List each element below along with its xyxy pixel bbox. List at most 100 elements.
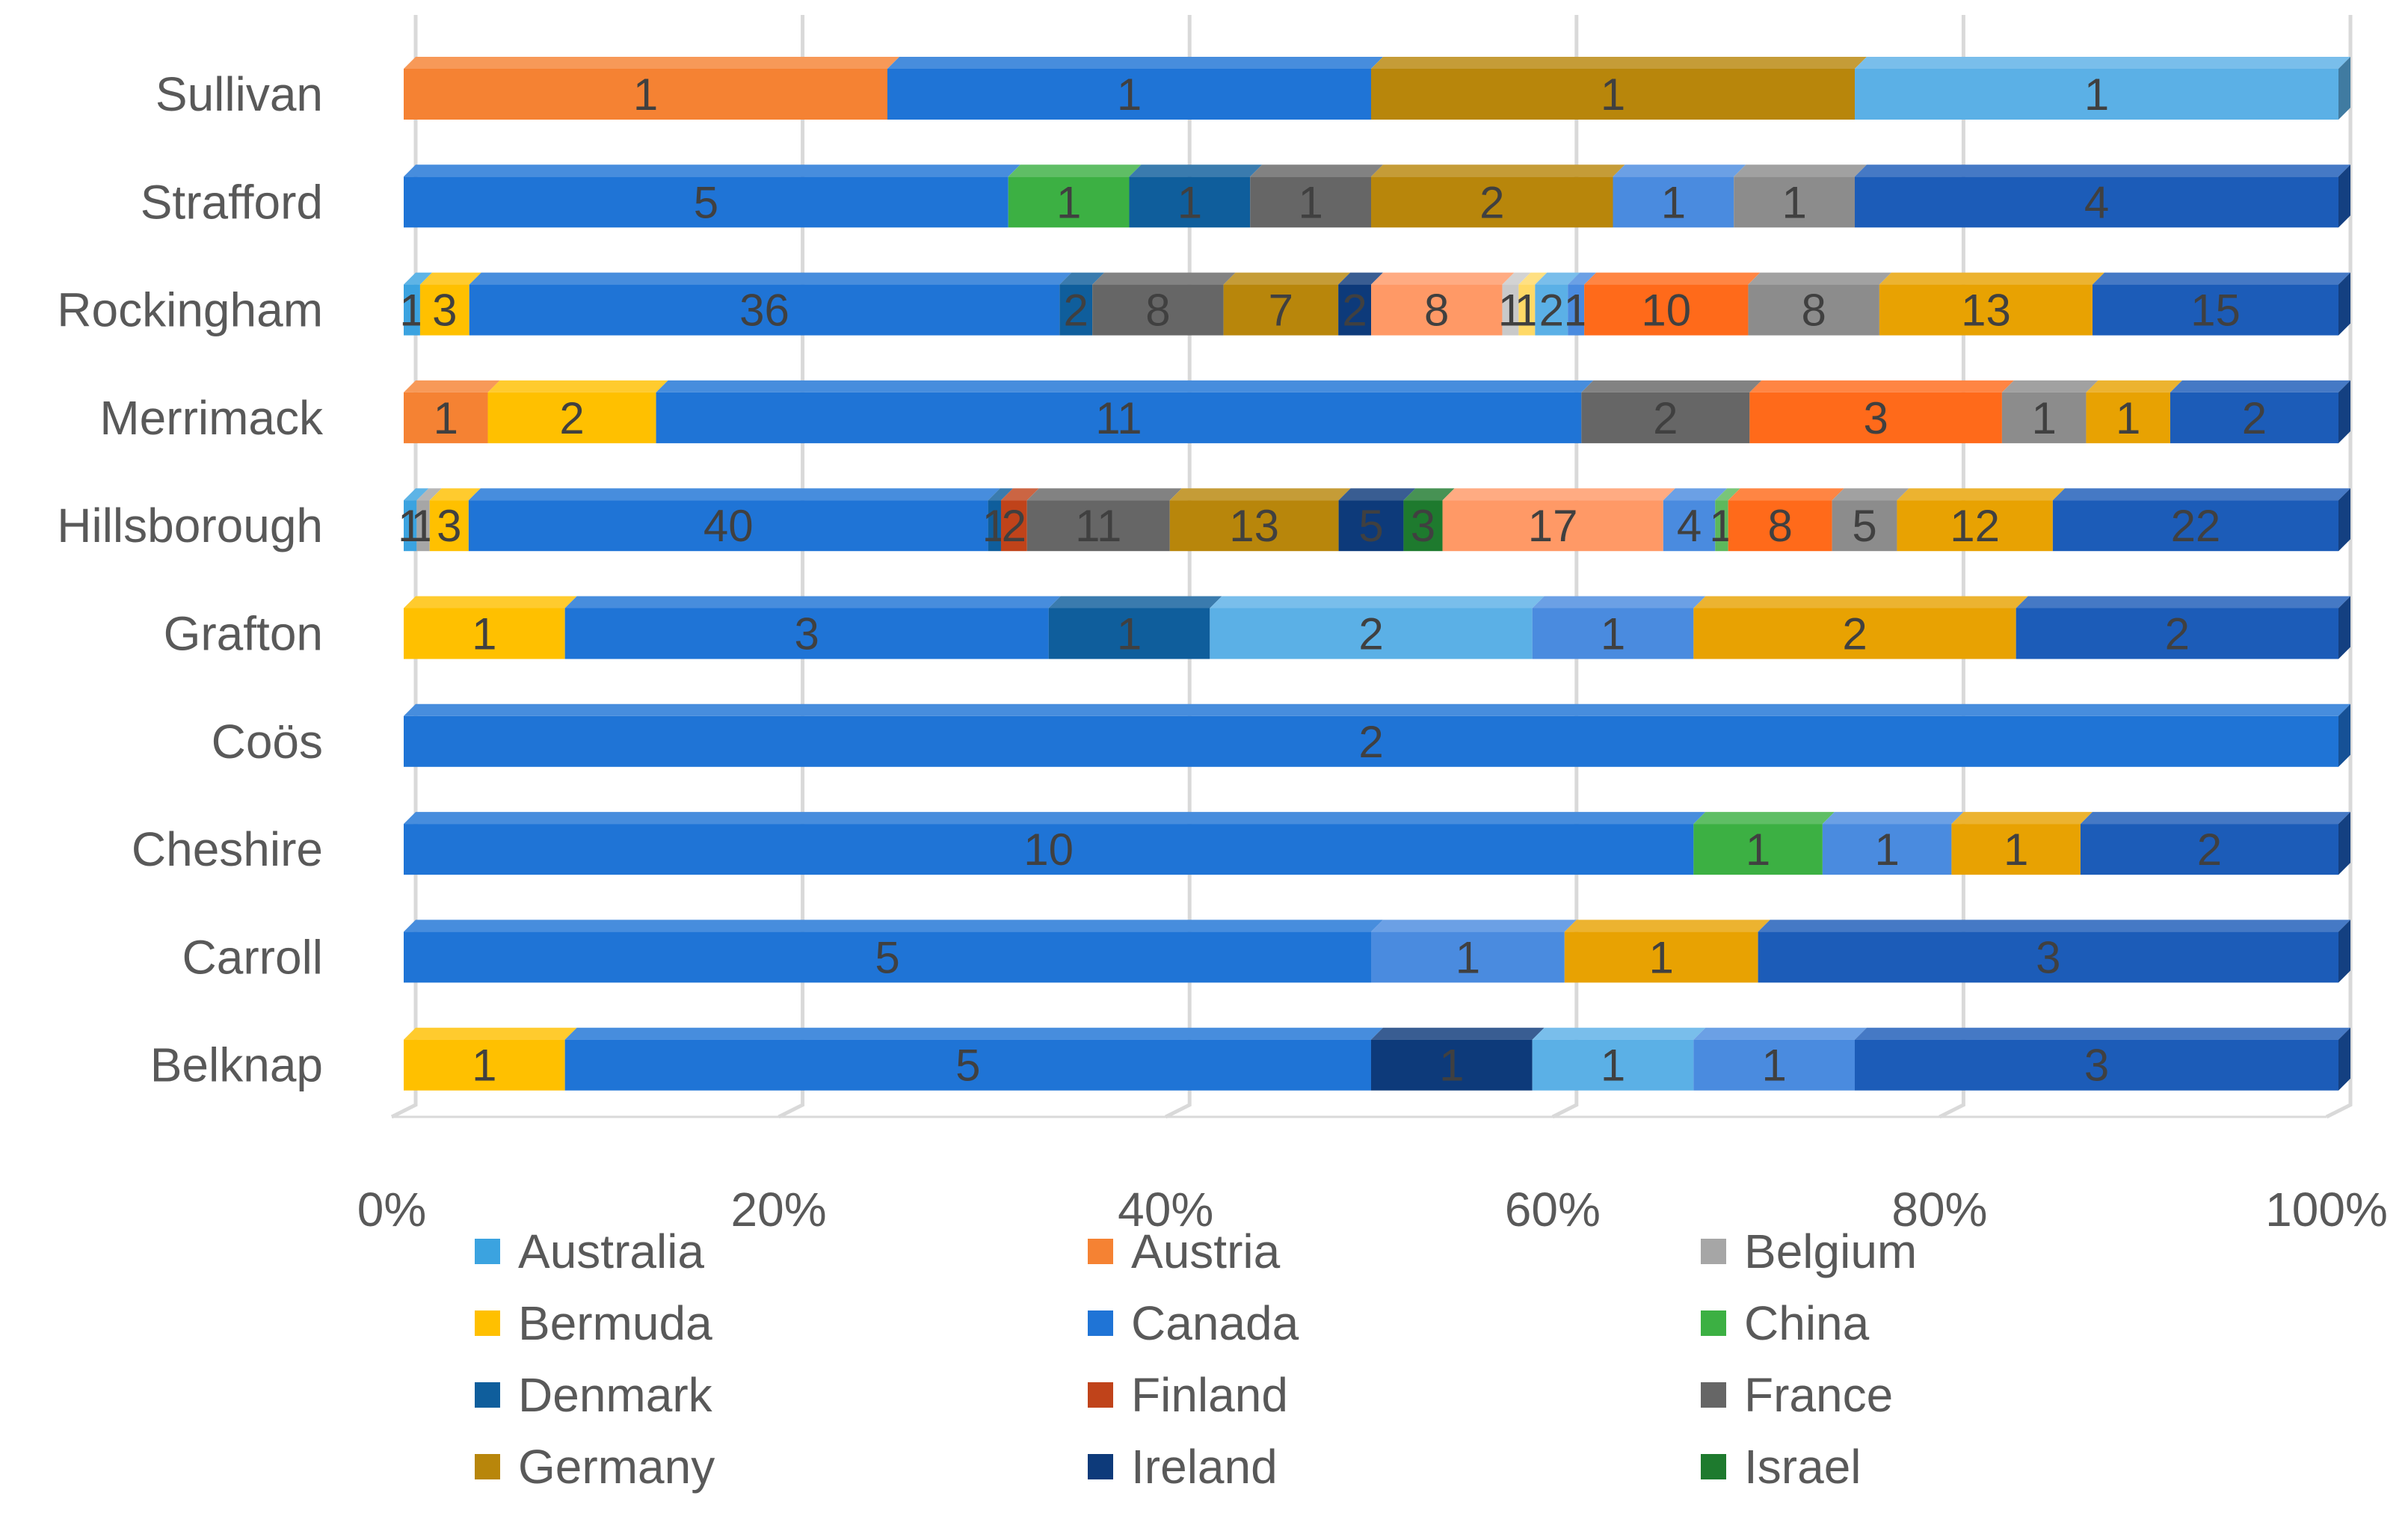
bar-front-face (2001, 392, 2087, 443)
bar-front-face (2170, 392, 2338, 443)
data-label: 2 (1064, 286, 1088, 336)
bar-top-face (564, 1027, 1383, 1040)
bar-top-face (1581, 380, 1762, 392)
data-label: 40 (703, 501, 754, 551)
bar-segment: 1 (1613, 164, 1746, 228)
bar-front-face (419, 284, 469, 336)
data-label: 1 (1117, 609, 1142, 659)
bar-top-face (1715, 488, 1740, 501)
data-label: 22 (2171, 501, 2221, 551)
bar-segment: 8 (1092, 272, 1236, 336)
bar-segment: 40 (468, 488, 1000, 552)
bar-front-face (429, 500, 469, 552)
data-label: 1 (2116, 393, 2140, 443)
data-label: 11 (1075, 501, 1121, 551)
bar-top-face (1728, 488, 1844, 501)
bar-row: 1 2 11 2 3 1 1 2 (404, 380, 2350, 443)
bar-row: 10 1 1 1 2 (404, 812, 2350, 875)
data-label: 1 (2031, 393, 2056, 443)
category-label: Merrimack (99, 391, 324, 445)
bar-front-face (404, 392, 488, 443)
bar-segment: 10 (404, 812, 1706, 875)
bar-front-face (416, 500, 430, 552)
legend-item: Austria (1088, 1225, 1701, 1278)
bar-front-face (404, 1039, 565, 1091)
bar-top-face (1048, 596, 1222, 609)
bar-row: 5 1 1 1 2 1 1 4 (404, 164, 2350, 228)
bar-top-face (1613, 164, 1746, 177)
legend-item: Belgium (1701, 1225, 2306, 1278)
bar-top-face (2093, 272, 2350, 285)
bar-segment: 8 (1371, 272, 1515, 336)
x-tick-labels: 0% 20% 40% 60% 80% 100% (357, 1183, 2388, 1236)
bar-segment: 1 (887, 57, 1383, 120)
bar-front-face (2080, 824, 2338, 875)
bar-row: 2 (404, 703, 2350, 767)
bar-segment: 1 (1371, 1027, 1545, 1091)
bar-top-face (1535, 272, 1580, 285)
legend-item: Australia (475, 1225, 1088, 1278)
bar-segment: 2 (1581, 380, 1762, 443)
bar-top-face (1879, 272, 2105, 285)
legend-label: Bermuda (518, 1296, 712, 1350)
bar-front-face (1210, 608, 1533, 659)
bar-front-face (564, 608, 1049, 659)
x-tick-label: 80% (1891, 1183, 1987, 1236)
data-label: 2 (1358, 717, 1383, 767)
bar-top-face (1250, 164, 1383, 177)
legend-label: Ireland (1131, 1440, 1278, 1494)
legend-swatch (475, 1310, 500, 1336)
bar-top-face (404, 380, 500, 392)
bar-top-face (1169, 488, 1351, 501)
bar-front-face (1855, 69, 2338, 120)
bar-front-face (1129, 176, 1251, 228)
legend-swatch (1701, 1382, 1726, 1408)
bar-segment: 1 (1371, 920, 1577, 983)
bar-side-face (2338, 812, 2350, 875)
bars: 1 1 1 15 1 1 1 2 1 1 41 3 36 2 8 7 2 8 11 2 1 10 8 13 151 2 11 2 3 1 1… (398, 57, 2350, 1091)
bar-side-face (2338, 164, 2350, 228)
data-label: 2 (1842, 609, 1867, 659)
bar-top-face (1338, 272, 1383, 285)
data-label: 8 (1424, 286, 1449, 336)
bar-top-face (1371, 920, 1577, 932)
legend-label: Israel (1744, 1440, 1862, 1494)
bar-side-face (2338, 703, 2350, 767)
bar-front-face (1223, 284, 1339, 336)
bar-top-face (1822, 812, 1964, 825)
x-tick-label: 100% (2265, 1183, 2388, 1236)
bar-segment: 2 (1338, 272, 1383, 336)
legend-label: Germany (518, 1440, 715, 1494)
bar-top-face (1568, 272, 1597, 285)
bar-front-face (1715, 500, 1728, 552)
bar-front-face (656, 392, 1582, 443)
bar-top-face (1855, 1027, 2350, 1040)
bar-front-face (1693, 1039, 1855, 1091)
bar-segment: 12 (1897, 488, 2065, 552)
bar-segment: 2 (1371, 164, 1625, 228)
bar-top-face (469, 272, 1072, 285)
bar-top-face (1532, 596, 1706, 609)
bar-top-face (1693, 596, 2028, 609)
bar-front-face (1564, 931, 1758, 983)
bar-segment: 1 (1564, 920, 1770, 983)
bar-front-face (1371, 284, 1503, 336)
bar-segment: 1 (2086, 380, 2182, 443)
data-label: 13 (1961, 286, 2011, 336)
bar-segment: 13 (1879, 272, 2105, 336)
bar-top-face (419, 272, 481, 285)
category-label: Sullivan (155, 67, 323, 121)
bar-row: 11 3 40 12 11 13 5 3 17 4 1 8 5 12 22 (398, 488, 2350, 552)
bar-segment: 3 (419, 272, 481, 336)
data-label: 3 (2036, 932, 2060, 982)
data-label: 4 (2084, 177, 2109, 227)
bar-front-face (1734, 176, 1855, 228)
bar-top-face (404, 703, 2350, 716)
data-label: 3 (794, 609, 819, 659)
bar-segment: 3 (1403, 488, 1455, 552)
bar-top-face (1832, 488, 1909, 501)
bar-top-face (2080, 812, 2350, 825)
data-label: 1 (1456, 932, 1480, 982)
bar-segment: 2 (487, 380, 668, 443)
